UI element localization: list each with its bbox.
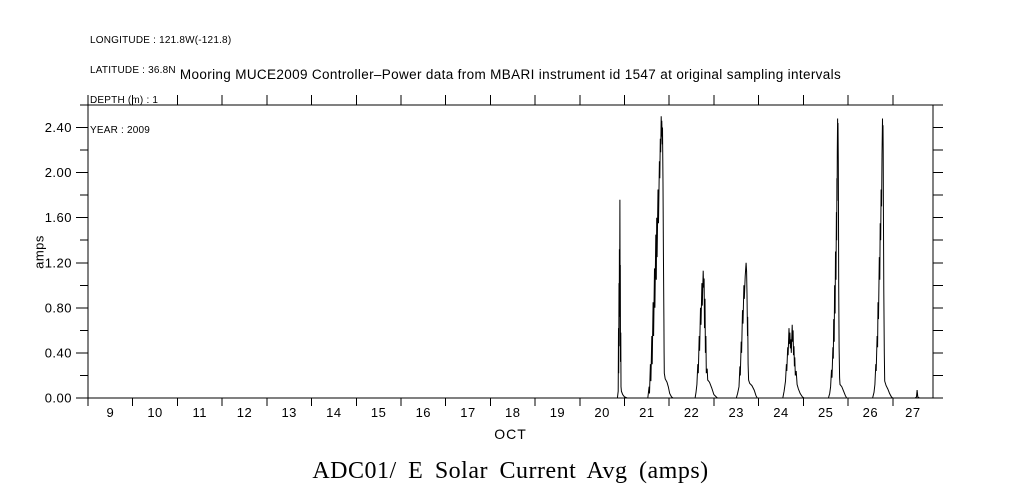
- x-tick-label: 14: [326, 405, 341, 420]
- x-tick-label: 15: [371, 405, 386, 420]
- x-tick-label: 22: [684, 405, 699, 420]
- x-tick-label: 24: [773, 405, 788, 420]
- x-tick-label: 16: [416, 405, 431, 420]
- x-tick-label: 17: [460, 405, 475, 420]
- x-tick-label: 11: [193, 405, 208, 420]
- y-axis-title: amps: [31, 235, 47, 269]
- plot-title: Mooring MUCE2009 Controller–Power data f…: [179, 67, 842, 82]
- x-tick-label: 19: [550, 405, 565, 420]
- x-axis-month-label: OCT: [494, 426, 527, 442]
- x-tick-label: 10: [147, 405, 162, 420]
- x-tick-label: 18: [505, 405, 520, 420]
- x-tick-label: 26: [863, 405, 878, 420]
- y-tick-label: 0.00: [45, 391, 72, 406]
- x-tick-label: 12: [237, 405, 252, 420]
- y-tick-label: 1.60: [45, 210, 72, 225]
- bottom-title: ADC01/ E Solar Current Avg (amps): [312, 458, 709, 484]
- x-tick-label: 9: [106, 405, 114, 420]
- metadata-longitude: LONGITUDE : 121.8W(-121.8): [90, 35, 232, 46]
- plot-frame: [87, 104, 934, 399]
- metadata-latitude: LATITUDE : 36.8N: [90, 65, 176, 76]
- y-tick-label: 2.00: [45, 165, 72, 180]
- metadata-year: YEAR : 2009: [90, 125, 151, 136]
- x-tick-label: 25: [818, 405, 833, 420]
- x-tick-label: 20: [594, 405, 609, 420]
- y-tick-label: 0.40: [45, 345, 72, 360]
- metadata-depth: DEPTH (m) : 1: [90, 95, 159, 106]
- x-tick-label: 21: [639, 405, 654, 420]
- y-tick-label: 2.40: [45, 120, 72, 135]
- y-tick-label: 1.20: [45, 255, 72, 270]
- y-tick-label: 0.80: [45, 300, 72, 315]
- x-tick-label: 23: [729, 405, 744, 420]
- x-tick-label: 13: [281, 405, 296, 420]
- x-tick-label: 27: [905, 405, 920, 420]
- metadata-block: LONGITUDE : 121.8W(-121.8) LATITUDE : 36…: [90, 16, 231, 156]
- data-trace: [602, 116, 923, 399]
